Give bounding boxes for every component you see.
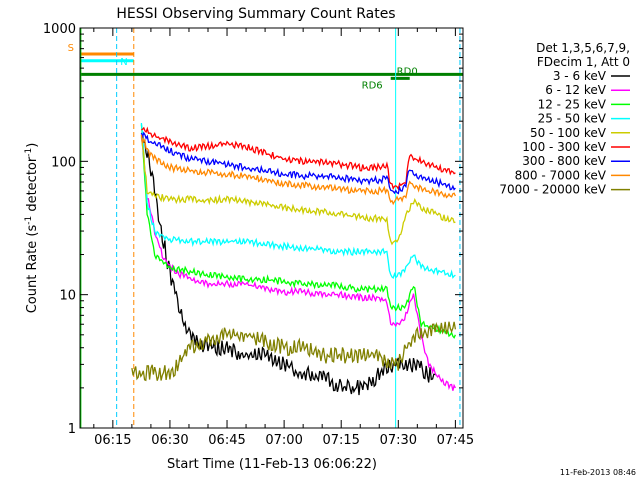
x-tick-label: 06:15 (94, 433, 131, 448)
y-axis-label-sup2: -1 (24, 148, 34, 157)
vertical-markers (80, 28, 461, 428)
x-tick-label: 07:00 (265, 433, 302, 448)
y-tick-label: 1 (68, 422, 76, 437)
flag-label: S (68, 43, 74, 54)
series-line (141, 132, 437, 396)
legend-label: 100 - 300 keV (522, 140, 606, 154)
legend-label: 3 - 6 keV (553, 69, 607, 83)
x-tick-label: 07:45 (437, 433, 474, 448)
flag-bars: S N RD6 RD0 (68, 43, 463, 91)
series-line (140, 131, 456, 195)
legend-label: 800 - 7000 keV (515, 168, 607, 182)
flag-label: RD6 (362, 80, 383, 91)
legend-label: 6 - 12 keV (545, 83, 607, 97)
series-line (140, 135, 456, 246)
chart-title: HESSI Observing Summary Count Rates (116, 6, 395, 22)
y-axis-label-end: ) (25, 143, 40, 148)
legend-label: 25 - 50 keV (538, 112, 607, 126)
x-axis-label: Start Time (11-Feb-13 06:06:22) (167, 457, 377, 472)
series-line (140, 124, 456, 339)
plot-frame (79, 27, 464, 429)
legend-label: 50 - 100 keV (530, 126, 607, 140)
timestamp-footer: 11-Feb-2013 08:46 (560, 468, 636, 477)
x-tick-label: 07:30 (380, 433, 417, 448)
y-axis-label-main: Count Rate (s (25, 225, 40, 314)
legend-header-line1: Det 1,3,5,6,7,9, (536, 41, 630, 55)
y-tick-label: 1000 (43, 22, 76, 37)
legend-header-line2: FDecim 1, Att 0 (537, 55, 630, 69)
y-axis-label-mid: detector (25, 156, 40, 216)
y-axis-label: Count Rate (s-1 detector-1) (24, 143, 40, 314)
y-axis-ticks: 1 10 100 1000 (43, 22, 463, 437)
y-axis-label-sup1: -1 (24, 216, 34, 225)
x-tick-label: 06:45 (208, 433, 245, 448)
flag-label: N (120, 57, 127, 68)
legend-label: 12 - 25 keV (538, 97, 607, 111)
series-line (140, 122, 456, 279)
series-lines (131, 122, 457, 396)
x-tick-label: 07:15 (322, 433, 359, 448)
series-line (141, 126, 456, 191)
legend-label: 300 - 800 keV (522, 154, 606, 168)
series-line (131, 321, 457, 382)
series-line (140, 137, 456, 391)
x-tick-label: 06:30 (151, 433, 188, 448)
y-tick-label: 10 (59, 289, 76, 304)
flag-label: RD0 (397, 66, 418, 77)
series-line (140, 134, 456, 206)
legend-label: 7000 - 20000 keV (499, 183, 606, 197)
x-axis-ticks: 06:15 06:30 06:45 07:00 07:15 07:30 07:45 (93, 28, 474, 448)
y-tick-label: 100 (51, 155, 76, 170)
